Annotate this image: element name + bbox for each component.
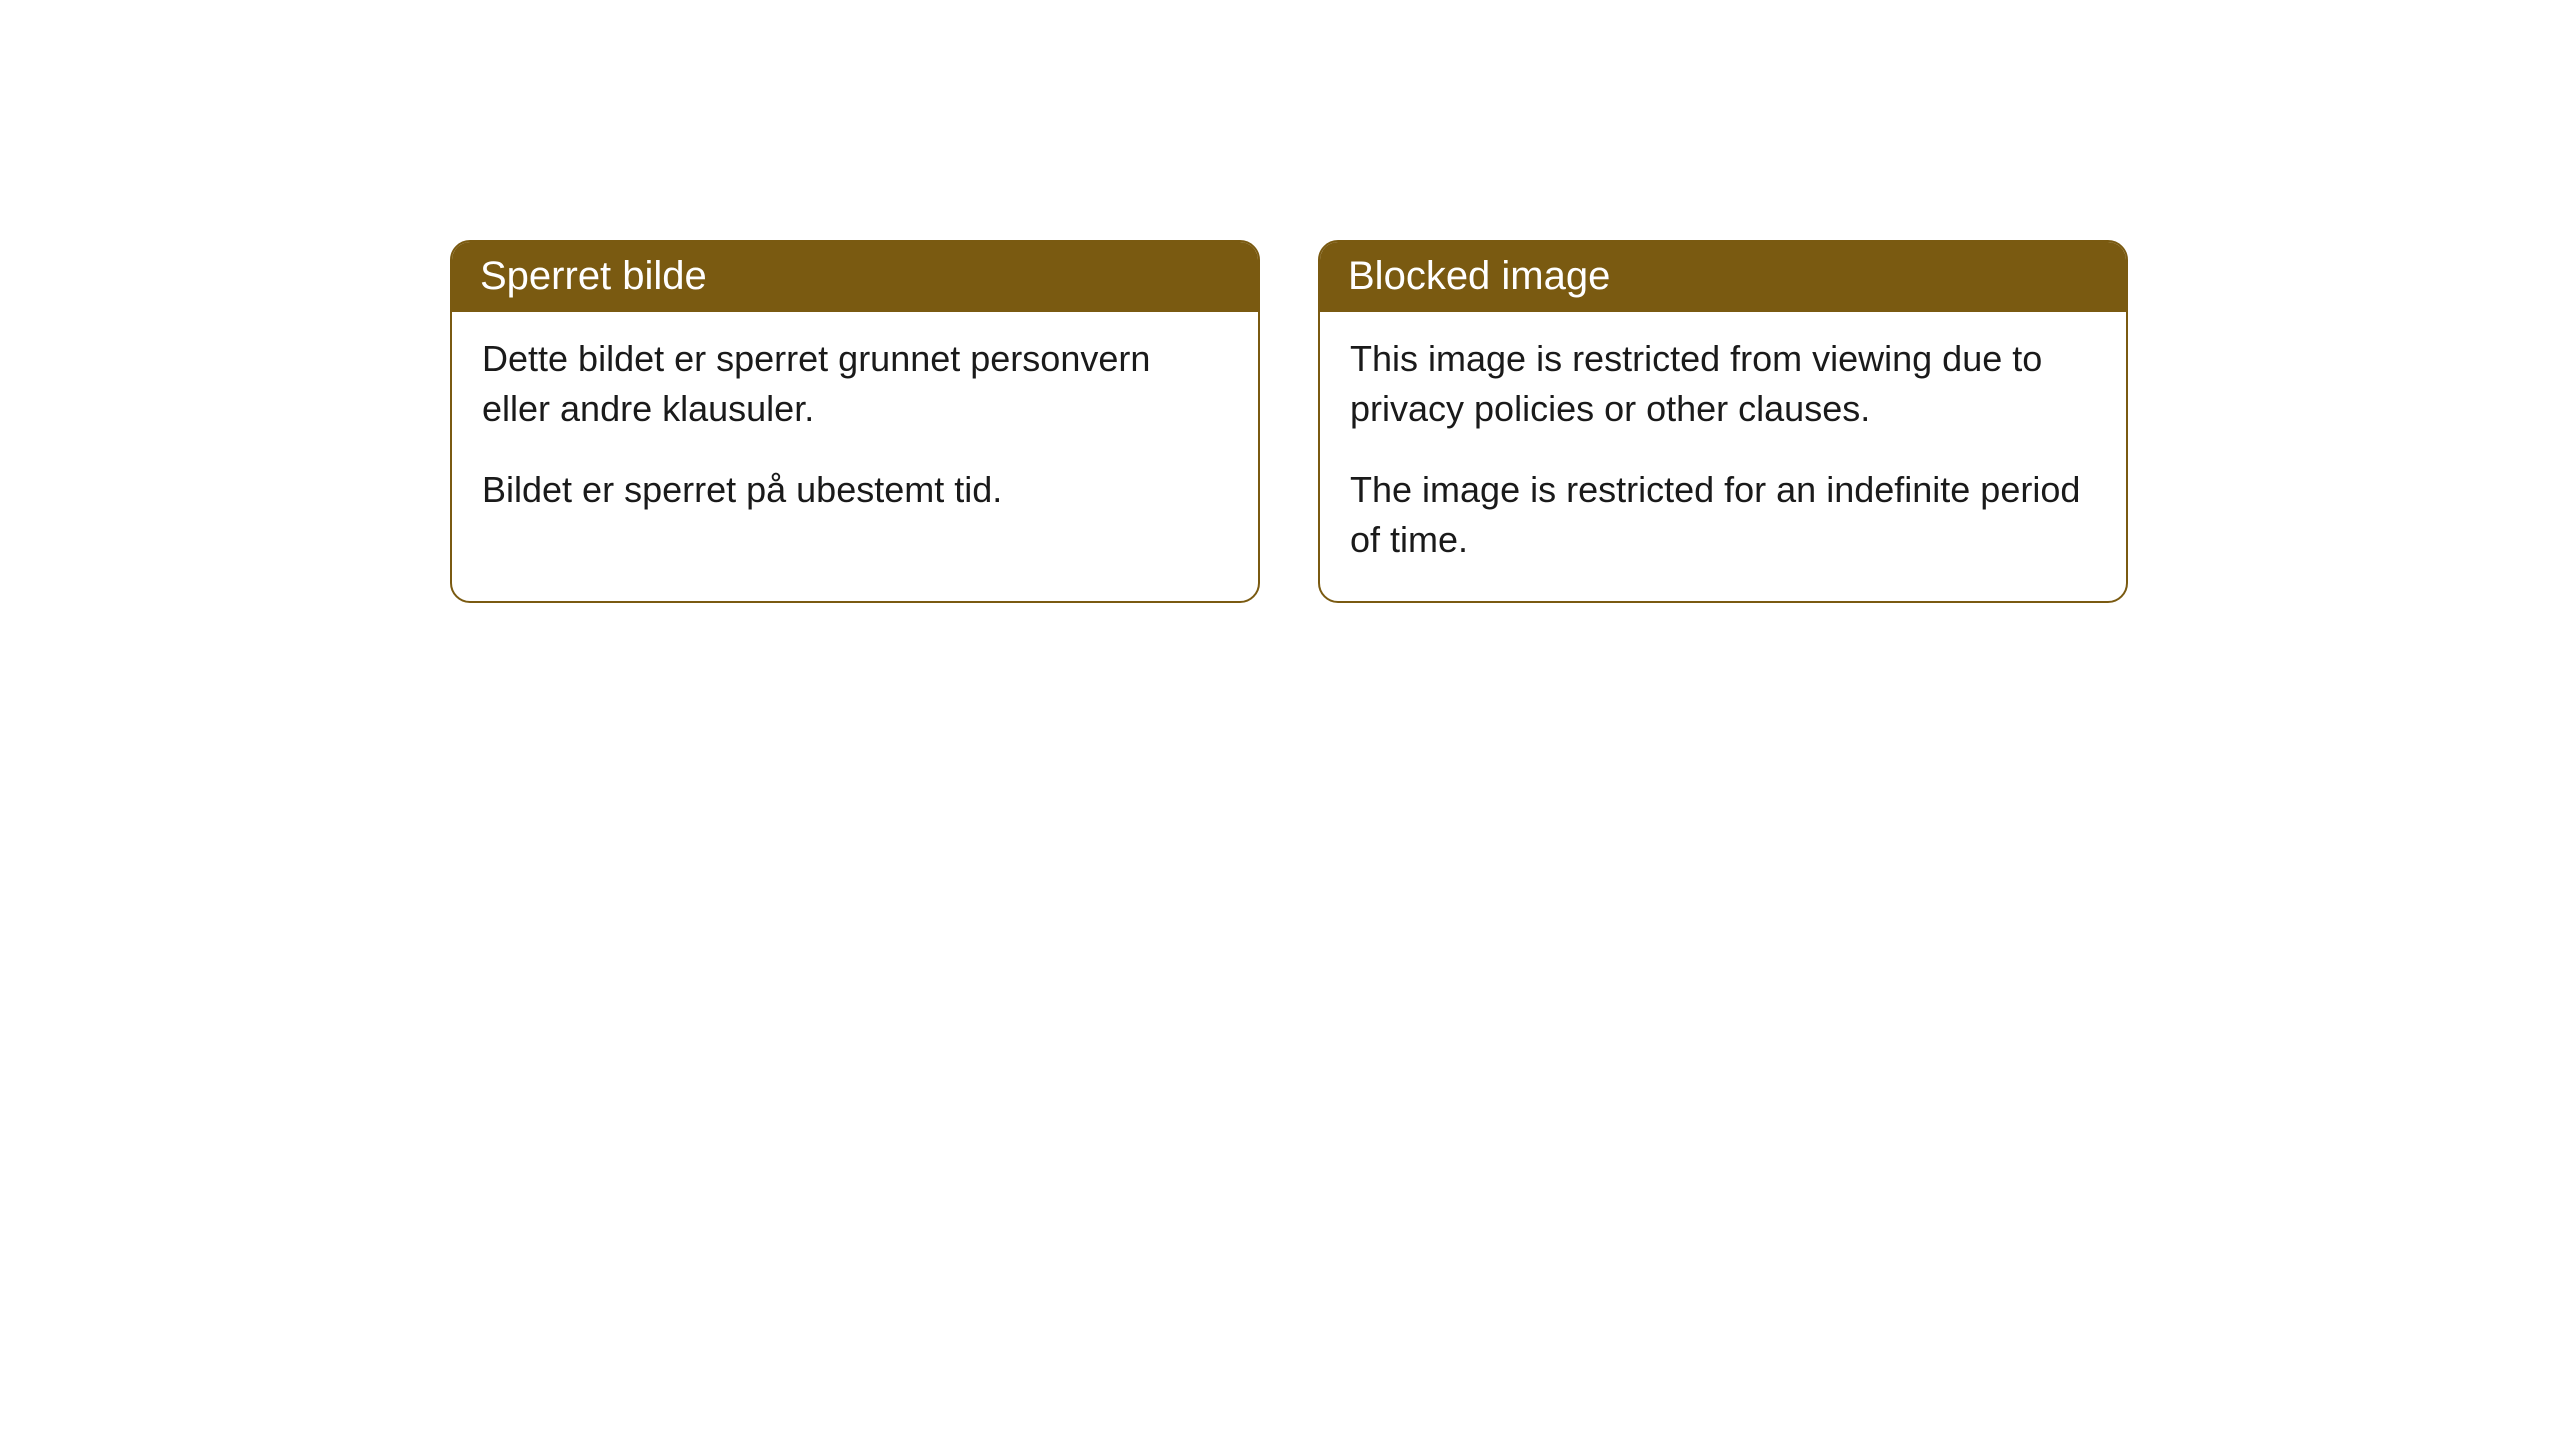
notice-container: Sperret bilde Dette bildet er sperret gr…	[450, 240, 2128, 603]
notice-paragraph: The image is restricted for an indefinit…	[1350, 465, 2096, 564]
card-header: Sperret bilde	[452, 242, 1258, 312]
notice-card-norwegian: Sperret bilde Dette bildet er sperret gr…	[450, 240, 1260, 603]
card-body: This image is restricted from viewing du…	[1320, 312, 2126, 601]
card-header: Blocked image	[1320, 242, 2126, 312]
card-body: Dette bildet er sperret grunnet personve…	[452, 312, 1258, 551]
notice-paragraph: This image is restricted from viewing du…	[1350, 334, 2096, 433]
notice-card-english: Blocked image This image is restricted f…	[1318, 240, 2128, 603]
notice-paragraph: Dette bildet er sperret grunnet personve…	[482, 334, 1228, 433]
notice-paragraph: Bildet er sperret på ubestemt tid.	[482, 465, 1228, 515]
